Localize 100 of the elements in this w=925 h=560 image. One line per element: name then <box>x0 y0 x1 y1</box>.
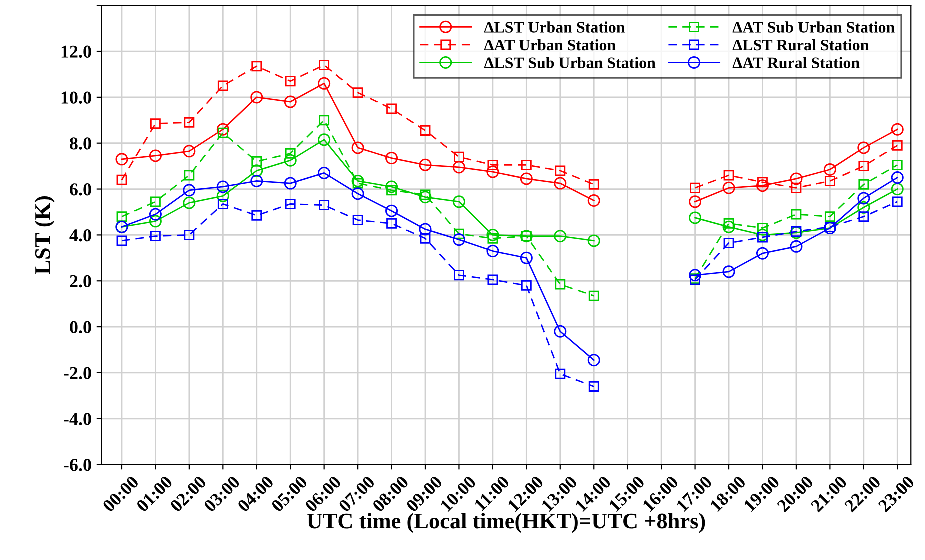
legend-label: ΔLST Sub Urban Station <box>484 57 656 68</box>
point <box>756 228 769 242</box>
point <box>858 161 870 172</box>
point <box>218 128 228 138</box>
point <box>318 134 331 146</box>
legend-label: ΔAT Urban Station <box>484 39 616 51</box>
point <box>420 233 431 244</box>
point <box>488 160 498 170</box>
point <box>891 172 904 184</box>
point <box>790 172 803 186</box>
point <box>824 164 836 176</box>
point <box>588 179 600 190</box>
point <box>689 196 702 208</box>
point <box>488 274 498 286</box>
point <box>722 220 736 234</box>
point <box>554 230 567 243</box>
point <box>454 270 464 281</box>
point <box>285 148 296 159</box>
y-tick-label: 10.0 <box>62 92 92 104</box>
point <box>891 123 904 136</box>
point <box>588 382 600 392</box>
point <box>892 196 903 208</box>
legend-label: ΔLST Rural Station <box>732 39 870 51</box>
point <box>791 182 802 194</box>
point <box>756 247 769 260</box>
point <box>588 234 600 248</box>
point <box>891 183 904 196</box>
point <box>319 115 330 126</box>
point <box>724 170 734 181</box>
point <box>352 215 364 226</box>
point <box>319 200 330 211</box>
point <box>555 166 566 176</box>
point <box>488 233 498 244</box>
point <box>386 218 397 229</box>
point <box>588 290 600 302</box>
point <box>554 325 567 338</box>
point <box>318 166 331 180</box>
point <box>318 77 331 90</box>
point <box>419 158 432 172</box>
point <box>352 178 364 189</box>
point <box>790 240 803 253</box>
point <box>352 174 364 188</box>
point <box>285 76 296 87</box>
point <box>791 209 802 220</box>
point <box>386 180 398 194</box>
point <box>756 180 769 192</box>
y-tick-label: 6.0 <box>70 184 92 196</box>
point <box>250 91 264 104</box>
y-tick-label: 8.0 <box>70 138 92 150</box>
point <box>352 188 364 200</box>
point <box>218 80 228 92</box>
point <box>452 196 466 208</box>
point <box>520 252 533 264</box>
point <box>858 192 870 205</box>
point <box>588 354 600 367</box>
point <box>116 174 128 186</box>
point <box>452 161 466 174</box>
point <box>352 142 364 154</box>
x-axis-title: UTC time (Local time(HKT)=UTC +8hrs) <box>307 513 706 534</box>
point <box>521 160 532 170</box>
point <box>183 184 196 197</box>
point <box>319 60 330 71</box>
point <box>184 230 195 240</box>
point <box>555 279 566 290</box>
point <box>690 182 700 194</box>
y-axis-title: LST (K) <box>34 196 55 274</box>
point <box>555 368 566 380</box>
y-tick-label: -6.0 <box>64 459 92 472</box>
point <box>149 215 162 228</box>
point <box>858 142 870 154</box>
point <box>486 245 500 258</box>
point <box>420 190 431 200</box>
y-tick-label: 2.0 <box>70 275 92 288</box>
point <box>184 117 195 128</box>
point <box>284 177 297 190</box>
point <box>554 177 567 190</box>
point <box>149 150 162 162</box>
point <box>689 269 702 282</box>
point <box>183 196 196 210</box>
point <box>216 180 230 194</box>
point <box>588 194 600 208</box>
point <box>452 234 466 246</box>
point <box>486 228 500 242</box>
point <box>520 172 533 186</box>
point <box>758 232 768 243</box>
point <box>486 166 500 178</box>
point <box>285 198 296 210</box>
point <box>454 228 464 240</box>
point <box>252 156 262 167</box>
point <box>419 223 432 236</box>
point <box>722 266 736 278</box>
point <box>116 153 128 166</box>
point <box>250 164 264 178</box>
point <box>454 152 464 162</box>
point <box>420 126 431 136</box>
y-tick-label: -2.0 <box>64 367 92 380</box>
point <box>722 182 736 194</box>
point <box>858 201 870 214</box>
point <box>858 212 870 222</box>
point <box>386 152 398 165</box>
